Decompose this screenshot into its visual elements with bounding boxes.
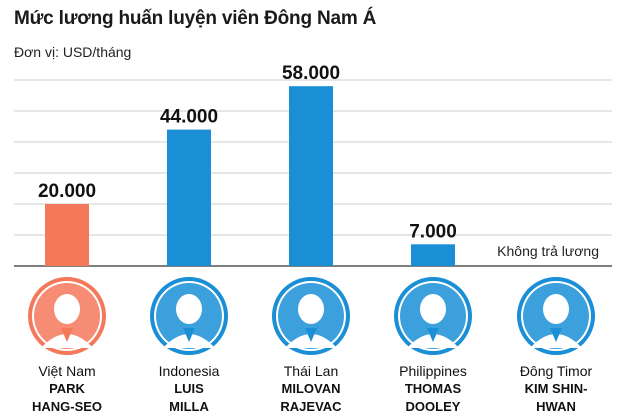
- coach-name: LUIS MILLA: [129, 380, 249, 416]
- coach-name-line: KIM SHIN-: [524, 381, 588, 396]
- no-salary-annotation: Không trả lương: [497, 243, 599, 259]
- coach-name: MILOVAN RAJEVAC: [251, 380, 371, 416]
- country-label: Việt Nam: [38, 363, 96, 379]
- country-label: Indonesia: [158, 363, 220, 379]
- country-label: Thái Lan: [283, 363, 339, 379]
- unit-label: Đơn vị: USD/tháng: [14, 44, 132, 60]
- coach-portrait-icon: [516, 276, 596, 356]
- coach-name-line: THOMAS: [404, 381, 462, 396]
- bar-value-label: 58.000: [282, 63, 340, 84]
- chart-title: Mức lương huấn luyện viên Đông Nam Á: [14, 8, 377, 29]
- country-label: Đông Timor: [519, 363, 593, 379]
- coach-name-line: HANG-SEO: [31, 399, 103, 414]
- bar-value-label: 7.000: [409, 221, 457, 242]
- coach-name: KIM SHIN- HWAN: [496, 380, 616, 416]
- coach-portrait-icon: [149, 276, 229, 356]
- coach-portrait-icon: [271, 276, 351, 356]
- coach-name-line: DOOLEY: [405, 399, 461, 414]
- bar-value-label: 44.000: [160, 107, 218, 128]
- coach-portrait-icon: [27, 276, 107, 356]
- coach-name-line: RAJEVAC: [280, 399, 342, 414]
- coach-portrait-icon: [393, 276, 473, 356]
- coach-name-line: HWAN: [536, 399, 576, 414]
- bar: [45, 204, 89, 266]
- coach-name: THOMAS DOOLEY: [373, 380, 493, 416]
- bar: [289, 86, 333, 266]
- country-label: Philippines: [399, 363, 467, 379]
- coach-name-line: PARK: [49, 381, 85, 396]
- coach-name: PARK HANG-SEO: [7, 380, 127, 416]
- coach-name-line: MILOVAN: [281, 381, 341, 396]
- bar: [411, 244, 455, 266]
- bar: [167, 129, 211, 266]
- coach-name-line: MILLA: [169, 399, 209, 414]
- bar-value-label: 20.000: [38, 181, 96, 202]
- coach-name-line: LUIS: [174, 381, 204, 396]
